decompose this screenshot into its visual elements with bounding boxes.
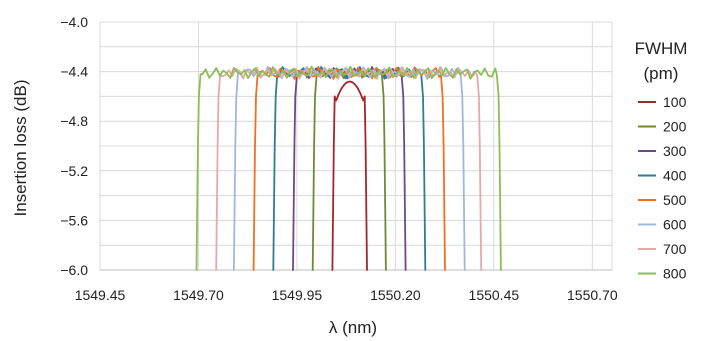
y-tick-label: −5.2 [60,163,88,179]
legend-label-300: 300 [663,143,687,159]
legend-label-800: 800 [663,266,687,282]
legend-label-700: 700 [663,241,687,257]
legend-title-line1: FWHM [635,39,688,58]
y-tick-label: −4.4 [60,64,88,80]
y-tick-label: −5.6 [60,212,88,228]
legend-label-200: 200 [663,119,687,135]
series-line-700 [215,66,483,271]
legend-label-500: 500 [663,192,687,208]
y-axis-label: Insertion loss (dB) [11,80,30,217]
x-tick-labels: 1549.45 1549.70 1549.95 1550.20 1550.45 1550.… [75,287,618,303]
series-line-500 [252,66,446,271]
series-line-600 [233,65,466,271]
series-line-100 [331,80,368,271]
plot-series [195,65,502,271]
legend: FWHM (pm) 100 200 300 400 500 600 700 800 [635,39,688,282]
x-tick-label: 1549.45 [75,287,126,303]
y-tick-label: −4.0 [60,14,88,30]
series-line-300 [292,66,407,271]
y-tick-labels: −4.0 −4.4 −4.8 −5.2 −5.6 −6.0 [60,14,88,278]
x-tick-label: 1550.20 [370,287,421,303]
y-tick-label: −6.0 [60,262,88,278]
y-tick-label: −4.8 [60,113,88,129]
series-line-200 [311,66,387,271]
legend-label-100: 100 [663,94,687,110]
legend-label-400: 400 [663,168,687,184]
x-tick-label: 1550.70 [567,287,618,303]
x-tick-label: 1549.70 [173,287,224,303]
legend-label-600: 600 [663,217,687,233]
x-tick-label: 1550.45 [469,287,520,303]
series-line-800 [195,65,502,271]
x-axis-label: λ (nm) [329,318,377,337]
legend-items: 100 200 300 400 500 600 700 800 [638,94,687,282]
x-tick-label: 1549.95 [272,287,323,303]
grid [99,21,613,271]
legend-title-line2: (pm) [644,64,679,83]
